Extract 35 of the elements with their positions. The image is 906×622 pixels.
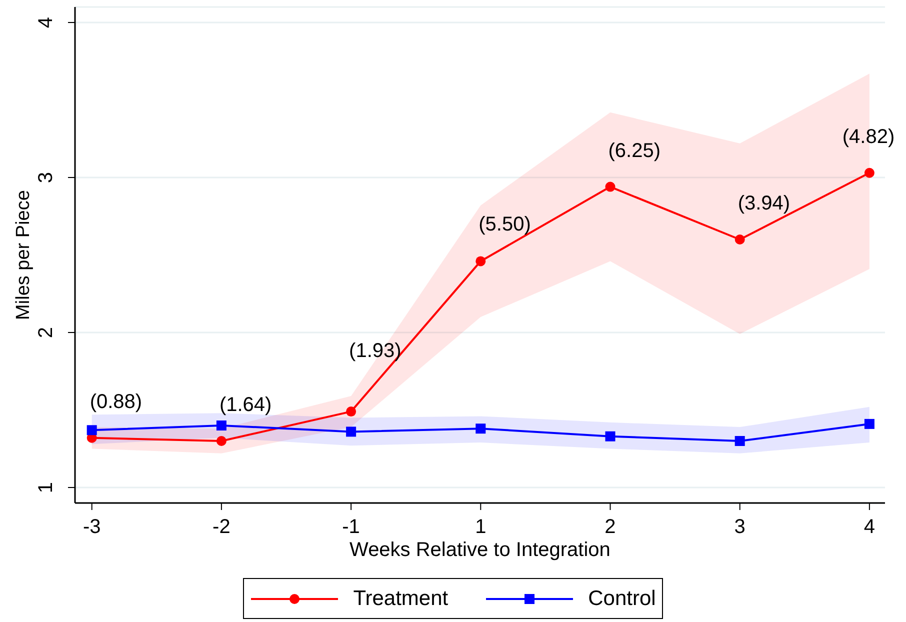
x-tick-label: 2 bbox=[604, 516, 616, 538]
x-axis-title: Weeks Relative to Integration bbox=[350, 539, 610, 561]
annotation: (3.94) bbox=[738, 192, 790, 214]
y-tick-label: 2 bbox=[35, 326, 57, 338]
point bbox=[734, 234, 745, 244]
point bbox=[346, 406, 356, 417]
legend-label: Control bbox=[588, 586, 656, 610]
annotation: (6.25) bbox=[608, 140, 660, 162]
x-tick-label: -2 bbox=[212, 516, 230, 538]
y-axis-title: Miles per Piece bbox=[13, 190, 34, 320]
point bbox=[476, 256, 486, 266]
annotation: (5.50) bbox=[478, 214, 531, 236]
x-tick-label: 4 bbox=[864, 516, 876, 538]
annotation: (1.93) bbox=[349, 340, 402, 362]
point bbox=[605, 182, 616, 192]
x-tick-label: 1 bbox=[475, 516, 486, 538]
point bbox=[346, 426, 356, 437]
annotation: (4.82) bbox=[842, 126, 895, 148]
x-tick-label: -1 bbox=[342, 516, 360, 538]
point bbox=[86, 425, 97, 436]
y-tick-label: 4 bbox=[35, 16, 57, 28]
legend-label: Treatment bbox=[353, 586, 448, 610]
x-tick-label: -3 bbox=[82, 516, 101, 538]
point bbox=[734, 436, 745, 446]
annotation: (0.88) bbox=[90, 390, 142, 413]
point bbox=[216, 436, 226, 446]
point bbox=[864, 168, 874, 178]
point bbox=[216, 420, 226, 430]
point bbox=[605, 431, 616, 442]
y-tick-label: 3 bbox=[35, 172, 57, 184]
y-tick-label: 1 bbox=[35, 482, 57, 494]
x-tick-label: 3 bbox=[734, 516, 746, 538]
point bbox=[864, 418, 874, 429]
annotation: (1.64) bbox=[219, 394, 272, 416]
point bbox=[476, 424, 486, 434]
